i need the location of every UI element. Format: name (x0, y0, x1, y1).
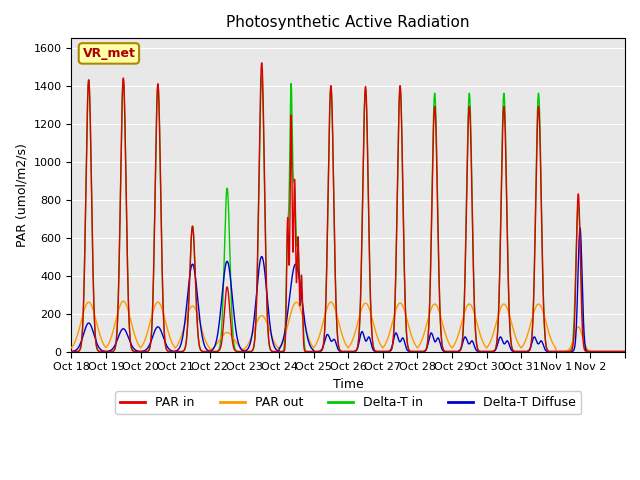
X-axis label: Time: Time (333, 377, 364, 391)
Legend: PAR in, PAR out, Delta-T in, Delta-T Diffuse: PAR in, PAR out, Delta-T in, Delta-T Dif… (115, 391, 581, 414)
Title: Photosynthetic Active Radiation: Photosynthetic Active Radiation (227, 15, 470, 30)
Y-axis label: PAR (umol/m2/s): PAR (umol/m2/s) (15, 143, 28, 247)
Text: VR_met: VR_met (83, 47, 135, 60)
